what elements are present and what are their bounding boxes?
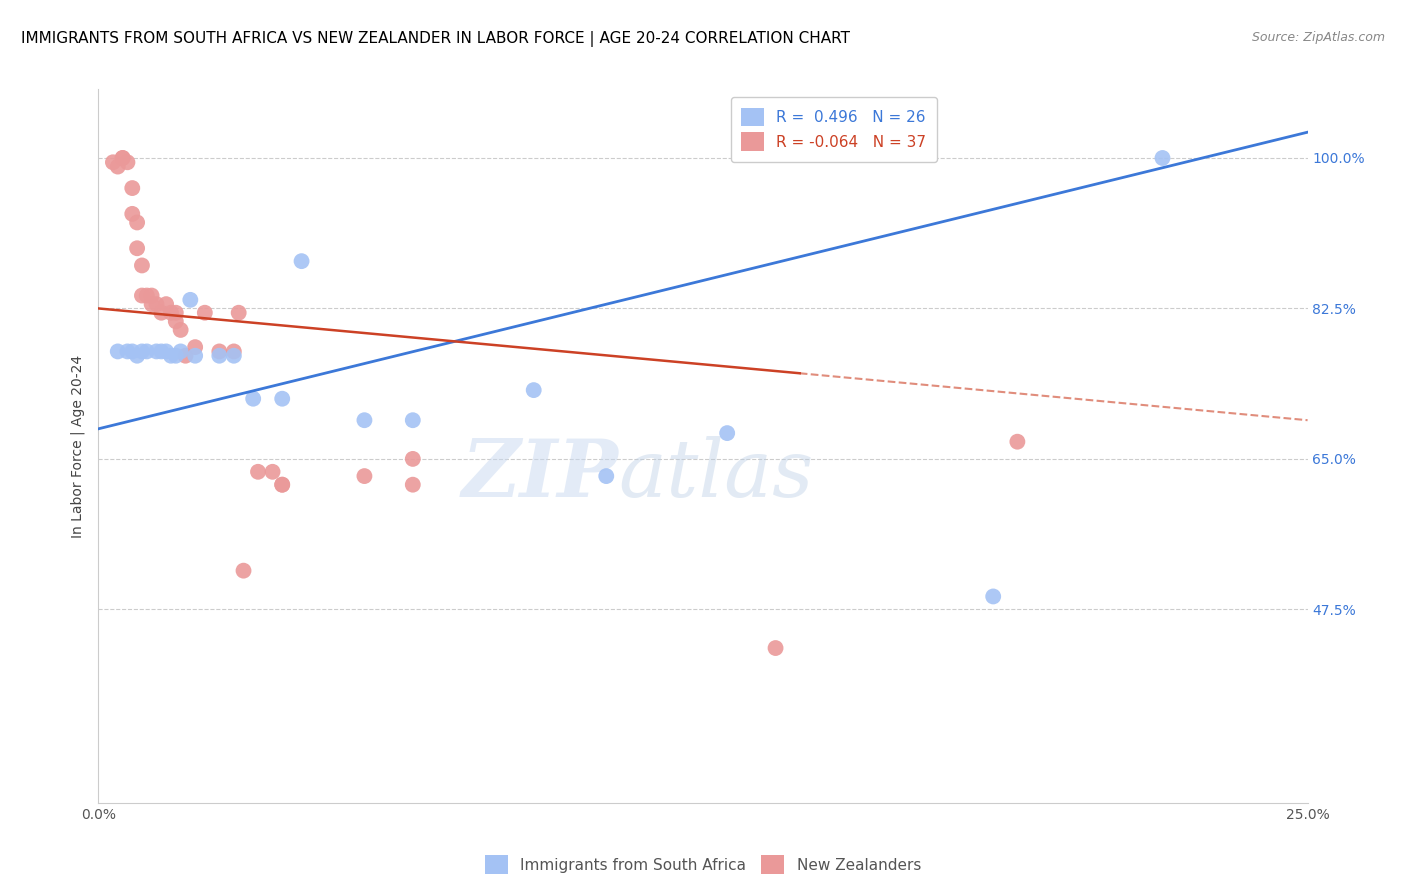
Point	[135, 288, 157, 302]
Legend: Immigrants from South Africa, New Zealanders: Immigrants from South Africa, New Zealan…	[479, 849, 927, 880]
Point	[107, 160, 129, 174]
Point	[595, 469, 617, 483]
Text: ZIP: ZIP	[461, 436, 619, 513]
Point	[145, 297, 167, 311]
Point	[208, 344, 231, 359]
Point	[135, 344, 157, 359]
Point	[184, 340, 207, 354]
Point	[242, 392, 264, 406]
Point	[228, 306, 250, 320]
Point	[160, 349, 183, 363]
Point	[194, 306, 217, 320]
Point	[402, 451, 425, 466]
Point	[165, 306, 187, 320]
Point	[165, 314, 187, 328]
Point	[121, 181, 143, 195]
Point	[150, 306, 173, 320]
Point	[145, 344, 167, 359]
Point	[184, 349, 207, 363]
Point	[121, 344, 143, 359]
Point	[131, 344, 153, 359]
Point	[222, 349, 245, 363]
Point	[765, 641, 787, 656]
Point	[165, 349, 187, 363]
Text: IMMIGRANTS FROM SOUTH AFRICA VS NEW ZEALANDER IN LABOR FORCE | AGE 20-24 CORRELA: IMMIGRANTS FROM SOUTH AFRICA VS NEW ZEAL…	[21, 31, 851, 47]
Point	[101, 155, 124, 169]
Point	[111, 151, 134, 165]
Point	[150, 344, 173, 359]
Point	[247, 465, 270, 479]
Point	[141, 297, 163, 311]
Point	[131, 259, 153, 273]
Point	[353, 413, 375, 427]
Point	[111, 151, 134, 165]
Point	[117, 344, 139, 359]
Point	[402, 477, 425, 491]
Point	[127, 241, 149, 255]
Point	[222, 344, 245, 359]
Point	[1007, 434, 1029, 449]
Point	[290, 254, 312, 268]
Point	[262, 465, 284, 479]
Legend: R =  0.496   N = 26, R = -0.064   N = 37: R = 0.496 N = 26, R = -0.064 N = 37	[731, 97, 938, 161]
Point	[271, 477, 294, 491]
Point	[523, 383, 546, 397]
Point	[117, 155, 139, 169]
Point	[208, 349, 231, 363]
Point	[716, 426, 738, 441]
Point	[160, 306, 183, 320]
Point	[121, 207, 143, 221]
Point	[179, 293, 201, 307]
Point	[981, 590, 1004, 604]
Point	[131, 288, 153, 302]
Point	[1152, 151, 1174, 165]
Point	[353, 469, 375, 483]
Point	[271, 392, 294, 406]
Point	[127, 215, 149, 229]
Point	[169, 344, 191, 359]
Point	[271, 477, 294, 491]
Point	[232, 564, 254, 578]
Point	[155, 297, 177, 311]
Point	[127, 349, 149, 363]
Point	[155, 344, 177, 359]
Point	[174, 349, 197, 363]
Text: Source: ZipAtlas.com: Source: ZipAtlas.com	[1251, 31, 1385, 45]
Point	[107, 344, 129, 359]
Text: atlas: atlas	[619, 436, 814, 513]
Point	[402, 413, 425, 427]
Y-axis label: In Labor Force | Age 20-24: In Labor Force | Age 20-24	[70, 354, 86, 538]
Point	[141, 288, 163, 302]
Point	[169, 323, 191, 337]
